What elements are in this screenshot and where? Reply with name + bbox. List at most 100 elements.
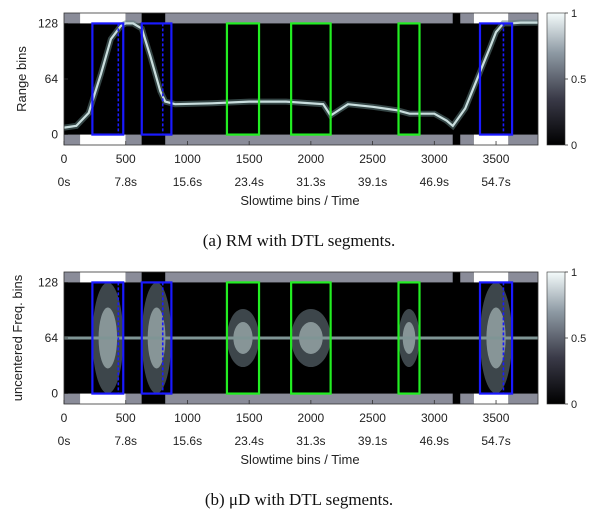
panel-b-masks xyxy=(64,272,538,404)
x-tick-label: 3500 xyxy=(483,411,510,425)
x-tick-label: 0 xyxy=(61,152,68,166)
segment-box-2 xyxy=(225,281,261,395)
x-tick-label: 1000 xyxy=(174,152,201,166)
mask-top-6 xyxy=(460,13,474,24)
time-tick-label: 54.7s xyxy=(481,175,510,189)
x-tick-label: 2500 xyxy=(359,411,386,425)
segment-box-1 xyxy=(140,281,173,395)
y-tick-label: 0 xyxy=(51,128,58,142)
panel-a-colorbar-ticks: 00.51 xyxy=(565,8,586,152)
mask-bottom-7 xyxy=(473,134,509,145)
mask-top-2 xyxy=(125,13,142,24)
x-tick-label: 3500 xyxy=(483,152,510,166)
x-tick-label: 500 xyxy=(116,152,136,166)
x-tick-label: 3000 xyxy=(421,411,448,425)
panel-a-masks xyxy=(64,13,538,145)
mask-bottom-6 xyxy=(460,134,474,145)
mask-top-8 xyxy=(508,272,538,283)
panel-b-segments xyxy=(91,281,514,395)
panel-b-colorbar-ticks: 00.51 xyxy=(565,267,586,411)
mask-bottom-2 xyxy=(125,134,142,145)
mask-bottom-8 xyxy=(508,393,538,404)
segment-box-5 xyxy=(478,281,514,395)
mask-top-3 xyxy=(141,13,166,24)
panel-b-colorbar xyxy=(546,271,566,405)
mask-bottom-3 xyxy=(141,393,166,404)
mask-top-0 xyxy=(64,13,81,24)
x-tick-label: 1500 xyxy=(236,411,263,425)
segment-box-1 xyxy=(140,22,173,136)
time-tick-label: 46.9s xyxy=(420,175,449,189)
mask-top-6 xyxy=(460,272,474,283)
mask-top-1 xyxy=(80,13,126,24)
mask-bottom-7 xyxy=(473,393,509,404)
mask-bottom-5 xyxy=(452,134,461,145)
panel-b-xlabel: Slowtime bins / Time xyxy=(240,452,359,467)
mask-bottom-4 xyxy=(165,393,453,404)
mask-bottom-0 xyxy=(64,393,81,404)
segment-box-3 xyxy=(290,281,332,395)
mask-top-3 xyxy=(141,272,166,283)
time-tick-label: 0s xyxy=(58,175,71,189)
panel-a-segments xyxy=(91,22,514,136)
time-tick-label: 15.6s xyxy=(173,434,202,448)
panel-a-x-ticks: 0 0s 500 7.8s 1000 15.6s 1500 23.4s 2000 31.3s 250… xyxy=(58,141,511,189)
segment-box-2 xyxy=(225,22,261,136)
mask-bottom-2 xyxy=(125,393,142,404)
colorbar-tick-label: 0.5 xyxy=(571,74,586,86)
time-tick-label: 39.1s xyxy=(358,434,387,448)
time-tick-label: 31.3s xyxy=(296,434,325,448)
x-tick-label: 1500 xyxy=(236,152,263,166)
y-tick-label: 128 xyxy=(38,275,58,289)
colorbar-tick-label: 1 xyxy=(571,267,577,279)
segment-box-0 xyxy=(91,281,125,395)
time-tick-label: 39.1s xyxy=(358,175,387,189)
x-tick-label: 500 xyxy=(116,411,136,425)
mask-top-4 xyxy=(165,272,453,283)
mask-bottom-3 xyxy=(141,134,166,145)
segment-box-5 xyxy=(478,22,514,136)
panel-a-colorbar xyxy=(546,12,566,146)
x-tick-label: 3000 xyxy=(421,152,448,166)
mask-top-7 xyxy=(473,272,509,283)
panel-a-plot-area xyxy=(64,13,538,145)
segment-box-4 xyxy=(397,22,421,136)
mask-bottom-8 xyxy=(508,134,538,145)
colorbar-tick-label: 0 xyxy=(571,399,577,411)
time-tick-label: 23.4s xyxy=(234,434,263,448)
panel-b-ylabel: uncentered Freq. bins xyxy=(10,274,25,401)
segment-box-3 xyxy=(290,22,332,136)
mask-bottom-5 xyxy=(452,393,461,404)
colorbar-tick-label: 0.5 xyxy=(571,333,586,345)
mask-bottom-1 xyxy=(80,134,126,145)
panel-a-xlabel: Slowtime bins / Time xyxy=(240,193,359,208)
x-tick-label: 2000 xyxy=(298,411,325,425)
mask-top-5 xyxy=(452,272,461,283)
panel-a-y-ticks: 0 64 128 xyxy=(38,16,68,142)
mask-top-4 xyxy=(165,13,453,24)
panel-b-y-ticks: 0 64 128 xyxy=(38,275,68,401)
x-tick-label: 2500 xyxy=(359,152,386,166)
panel-a-ylabel: Range bins xyxy=(14,46,29,112)
y-tick-label: 128 xyxy=(38,16,58,30)
colorbar-tick-label: 1 xyxy=(571,8,577,20)
panel-b-caption: (b) μD with DTL segments. xyxy=(205,490,393,509)
mask-top-0 xyxy=(64,272,81,283)
mask-top-2 xyxy=(125,272,142,283)
time-tick-label: 0s xyxy=(58,434,71,448)
time-tick-label: 7.8s xyxy=(114,434,137,448)
mask-bottom-4 xyxy=(165,134,453,145)
time-tick-label: 46.9s xyxy=(420,434,449,448)
time-tick-label: 54.7s xyxy=(481,434,510,448)
y-tick-label: 0 xyxy=(51,387,58,401)
mask-top-1 xyxy=(80,272,126,283)
y-tick-label: 64 xyxy=(45,331,59,345)
mask-bottom-0 xyxy=(64,134,81,145)
x-tick-label: 1000 xyxy=(174,411,201,425)
time-tick-label: 31.3s xyxy=(296,175,325,189)
time-tick-label: 23.4s xyxy=(234,175,263,189)
mask-bottom-6 xyxy=(460,393,474,404)
segment-box-4 xyxy=(397,281,421,395)
panel-b: 0 0s 500 7.8s 1000 15.6s 1500 23.4s 2000 31.3s 250… xyxy=(10,267,586,509)
